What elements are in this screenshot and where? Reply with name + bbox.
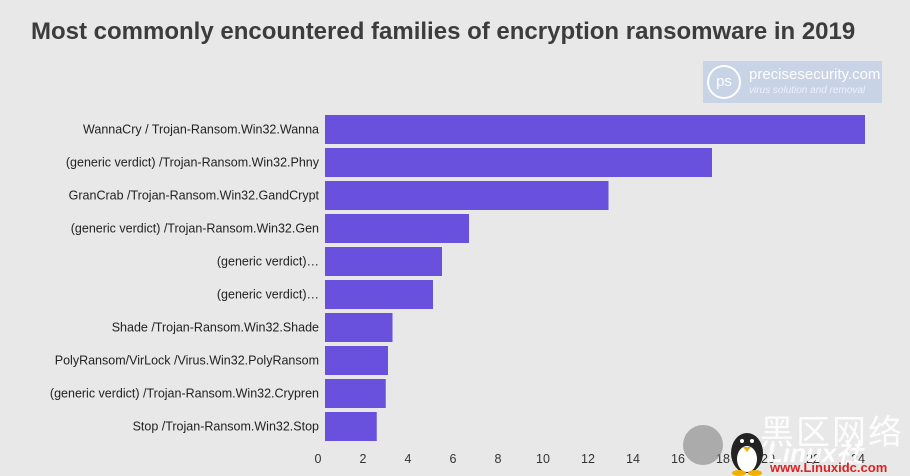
bar-0 [325,115,865,144]
bar-9 [325,412,377,441]
x-tick-label: 12 [581,452,595,466]
x-tick-label: 24 [851,452,865,466]
bar-3 [325,214,469,243]
chart-title: Most commonly encountered families of en… [31,18,856,45]
precisesecurity-logo: ps precisesecurity.com virus solution an… [703,61,882,103]
bar-5 [325,280,433,309]
category-label: (generic verdict)… [217,288,319,302]
bars-group [325,115,865,441]
category-label: PolyRansom/VirLock /Virus.Win32.PolyRans… [55,354,319,368]
category-label: (generic verdict) /Trojan-Ransom.Win32.P… [66,156,320,170]
x-tick-label: 4 [405,452,412,466]
x-tick-label: 14 [626,452,640,466]
bar-8 [325,379,386,408]
x-tick-label: 2 [360,452,367,466]
bar-2 [325,181,609,210]
bar-4 [325,247,442,276]
logo-tagline: virus solution and removal [749,85,866,96]
bar-6 [325,313,393,342]
ps-logo-icon: ps [707,65,741,99]
x-tick-label: 20 [761,452,775,466]
logo-name: precisesecurity.com [749,66,881,83]
x-tick-label: 0 [315,452,322,466]
x-tick-label: 10 [536,452,550,466]
category-label: Shade /Trojan-Ransom.Win32.Shade [112,321,319,335]
category-label: GranCrab /Trojan-Ransom.Win32.GandCrypt [69,189,320,203]
category-label: (generic verdict) /Trojan-Ransom.Win32.C… [50,387,319,401]
x-tick-label: 16 [671,452,685,466]
category-label: (generic verdict)… [217,255,319,269]
x-tick-label: 18 [716,452,730,466]
category-label: Stop /Trojan-Ransom.Win32.Stop [133,420,319,434]
bar-1 [325,148,712,177]
x-tick-label: 8 [495,452,502,466]
x-axis-ticks-group: 0 2 4 6 8 10 12 14 16 18 20 22 24 [315,452,865,466]
x-tick-label: 22 [806,452,820,466]
category-label: WannaCry / Trojan-Ransom.Win32.Wanna [83,123,319,137]
category-labels-group: WannaCry / Trojan-Ransom.Win32.Wanna (gen… [50,123,320,434]
category-label: (generic verdict) /Trojan-Ransom.Win32.G… [71,222,319,236]
bar-7 [325,346,388,375]
x-tick-label: 6 [450,452,457,466]
